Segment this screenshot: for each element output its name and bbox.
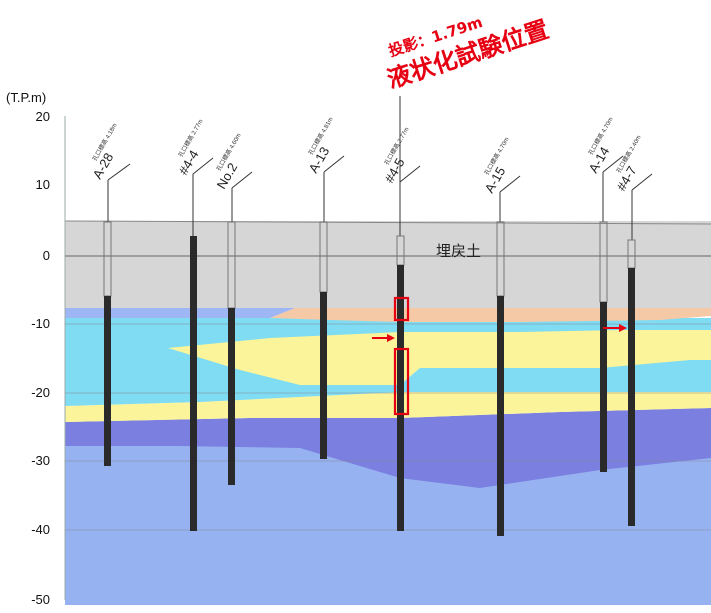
arrow-head [619, 324, 627, 332]
leader-line [107, 163, 131, 181]
test-position-marker-upper [393, 296, 410, 322]
purple-clay-layer [65, 408, 711, 488]
borehole-label: A-14 [586, 144, 613, 175]
borehole-label: A-13 [306, 144, 333, 175]
y-tick-label: 20 [36, 109, 50, 124]
yellow-sand-lens [168, 330, 711, 385]
y-tick-label: -40 [31, 522, 50, 537]
borehole-shaft [628, 268, 635, 526]
borehole-shaft [228, 308, 235, 485]
borehole-shaft [104, 296, 111, 466]
fill-layer-top [65, 221, 711, 308]
orange-sand-layer [270, 308, 711, 322]
fill-layer-label: 埋戻土 [436, 242, 481, 260]
leader-line [192, 157, 214, 175]
borehole-label: No.2 [214, 160, 241, 191]
leader-line [231, 171, 253, 189]
y-tick-label: -30 [31, 453, 50, 468]
yellow-sand-lower [65, 392, 711, 422]
fill-layer-left-step [65, 308, 295, 318]
y-tick-label: -20 [31, 385, 50, 400]
test-arrow [603, 324, 627, 332]
arrow-head [387, 334, 395, 342]
y-tick-label: 0 [43, 248, 50, 263]
y-tick-label: -50 [31, 592, 50, 607]
y-axis: (T.P.m) 20 10 0 -10 -20 -30 -40 -50 [6, 90, 50, 607]
borehole-shaft [397, 265, 404, 531]
leader-line [602, 155, 624, 173]
leader-line [399, 165, 421, 183]
y-axis-unit: (T.P.m) [6, 90, 46, 105]
test-arrow [372, 334, 395, 342]
leader-line [631, 173, 653, 191]
y-tick-label: 10 [36, 177, 50, 192]
y-tick-label: -10 [31, 316, 50, 331]
borehole-shaft [497, 296, 504, 536]
borehole-shaft [320, 292, 327, 459]
test-position-marker-lower [393, 347, 410, 416]
soil-layers [64, 220, 711, 605]
liquefaction-annotation: 投影：1.79m 液状化試験位置 [384, 13, 552, 94]
borehole-shaft [600, 302, 607, 472]
fill-layer-top-line [64, 220, 711, 225]
leader-line [499, 175, 521, 193]
borehole-shaft [190, 236, 197, 531]
leader-line [323, 155, 345, 173]
borehole-label: A-15 [482, 164, 509, 195]
